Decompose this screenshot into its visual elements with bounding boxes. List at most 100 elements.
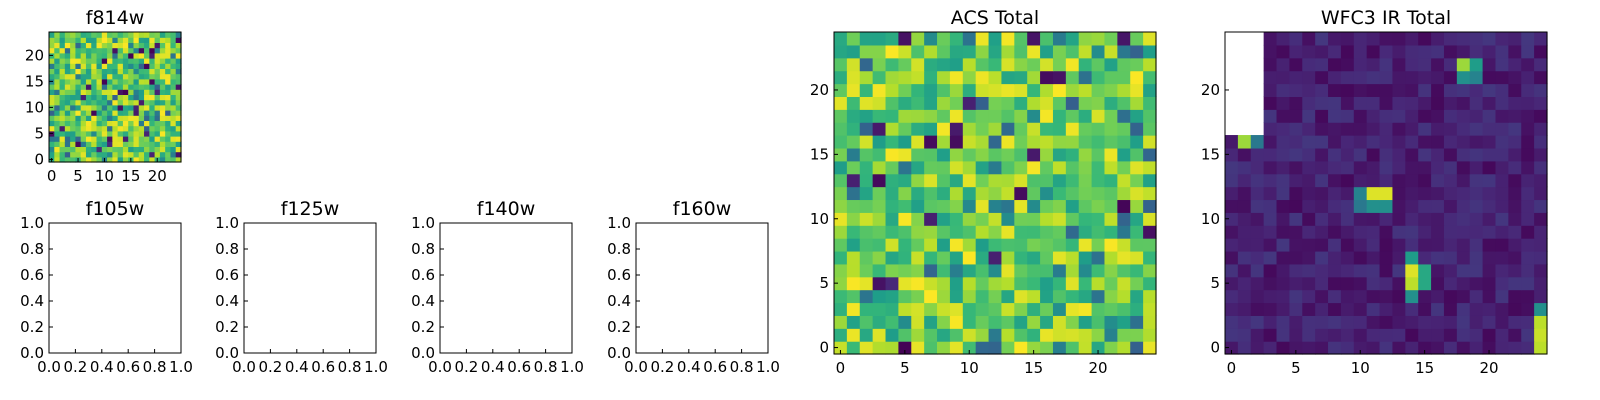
heatmap-cell [834, 289, 848, 304]
heatmap-cell [846, 135, 861, 149]
heatmap-cell [898, 328, 912, 342]
heatmap-cell [80, 136, 87, 142]
heatmap-cell [1366, 225, 1381, 239]
heatmap-cell [988, 147, 1003, 162]
heatmap-cell [898, 315, 912, 329]
heatmap-cell [170, 151, 177, 158]
heatmap-cell [170, 141, 177, 147]
heatmap-cell [975, 250, 990, 265]
heatmap-cell [1340, 289, 1355, 304]
heatmap-cell [1534, 238, 1548, 252]
heatmap-cell [1302, 225, 1316, 239]
heatmap-cell [54, 52, 61, 59]
heatmap-cell [1443, 44, 1458, 59]
heatmap-cell [175, 151, 182, 158]
heatmap-cell [107, 104, 113, 111]
heatmap-cell [1027, 276, 1041, 291]
heatmap-cell [1040, 263, 1054, 278]
heatmap-cell [1366, 109, 1381, 123]
heatmap-cell [59, 94, 66, 101]
heatmap-cell [1237, 212, 1252, 226]
heatmap-cell [85, 110, 92, 116]
heatmap-cell [975, 135, 990, 149]
heatmap-cell [1130, 57, 1144, 72]
heatmap-cell [91, 120, 98, 127]
heatmap-cell [1130, 263, 1144, 278]
heatmap-cell [64, 78, 71, 85]
heatmap-cell [859, 186, 874, 201]
heatmap-cell [59, 146, 66, 153]
heatmap-cell [859, 147, 874, 162]
heatmap-cell [1482, 135, 1497, 149]
heatmap-cell [1328, 83, 1342, 97]
heatmap-cell [898, 135, 912, 149]
heatmap-cell [1443, 109, 1458, 123]
heatmap-cell [70, 130, 76, 137]
heatmap-cell [1353, 57, 1368, 72]
heatmap-cell [924, 109, 938, 123]
heatmap-cell [1340, 186, 1355, 201]
heatmap-cell [1534, 276, 1548, 291]
heatmap-cell [885, 32, 899, 46]
heatmap-cell [937, 96, 951, 110]
heatmap-cell [159, 104, 166, 111]
heatmap-cell [1379, 173, 1394, 188]
heatmap-cell [96, 47, 103, 54]
heatmap-cell [885, 315, 899, 329]
heatmap-cell [1263, 186, 1278, 201]
heatmap-cell [1052, 225, 1067, 239]
x-tick-label: 0 [47, 167, 57, 185]
heatmap-cell [1366, 276, 1381, 291]
heatmap-cell [149, 47, 156, 54]
heatmap-cell [1443, 289, 1458, 304]
heatmap-cell [1040, 122, 1054, 136]
heatmap-cell [1104, 186, 1118, 201]
heatmap-cell [149, 151, 156, 158]
heatmap-cell [846, 225, 861, 239]
heatmap-cell [133, 52, 140, 59]
heatmap-cell [154, 47, 161, 54]
heatmap-cell [937, 199, 951, 213]
heatmap-cell [1302, 289, 1316, 304]
heatmap-cell [101, 52, 108, 59]
heatmap-cell [859, 173, 874, 188]
heatmap-cell [834, 83, 848, 97]
heatmap-cell [1237, 147, 1252, 162]
heatmap-cell [1001, 57, 1015, 72]
heatmap-cell [1431, 44, 1445, 59]
heatmap-cell [64, 120, 71, 127]
heatmap-cell [1508, 250, 1522, 265]
heatmap-cell [1078, 328, 1093, 342]
heatmap-cell [91, 151, 98, 158]
heatmap-cell [1104, 57, 1118, 72]
heatmap-cell [1431, 70, 1445, 85]
heatmap-cell [1443, 147, 1458, 162]
heatmap-cell [1001, 328, 1015, 342]
heatmap-cell [1276, 212, 1290, 226]
heatmap-cell [122, 146, 129, 153]
heatmap-cell [1443, 276, 1458, 291]
heatmap-cell [1117, 186, 1131, 201]
heatmap-cell [1040, 328, 1054, 342]
heatmap-cell [1263, 109, 1278, 123]
heatmap-cell [949, 289, 964, 304]
heatmap-cell [1315, 315, 1329, 329]
heatmap-cell [91, 73, 98, 80]
heatmap-cell [80, 130, 87, 137]
heatmap-cell [1052, 70, 1067, 85]
heatmap-cell [175, 146, 182, 153]
heatmap-cell [70, 37, 76, 43]
heatmap-cell [165, 136, 172, 142]
y-tick-label: 0.8 [607, 240, 631, 258]
heatmap-cell [1405, 70, 1419, 85]
heatmap-cell [85, 115, 92, 121]
heatmap-cell [1353, 199, 1368, 213]
heatmap-cell [85, 89, 92, 95]
heatmap-cell [1379, 341, 1394, 355]
heatmap-cell [1040, 238, 1054, 252]
heatmap-cell [1065, 263, 1080, 278]
heatmap-cell [175, 58, 182, 64]
heatmap-cell [1392, 160, 1406, 175]
heatmap-cell [1143, 109, 1157, 123]
heatmap-cell [1302, 238, 1316, 252]
